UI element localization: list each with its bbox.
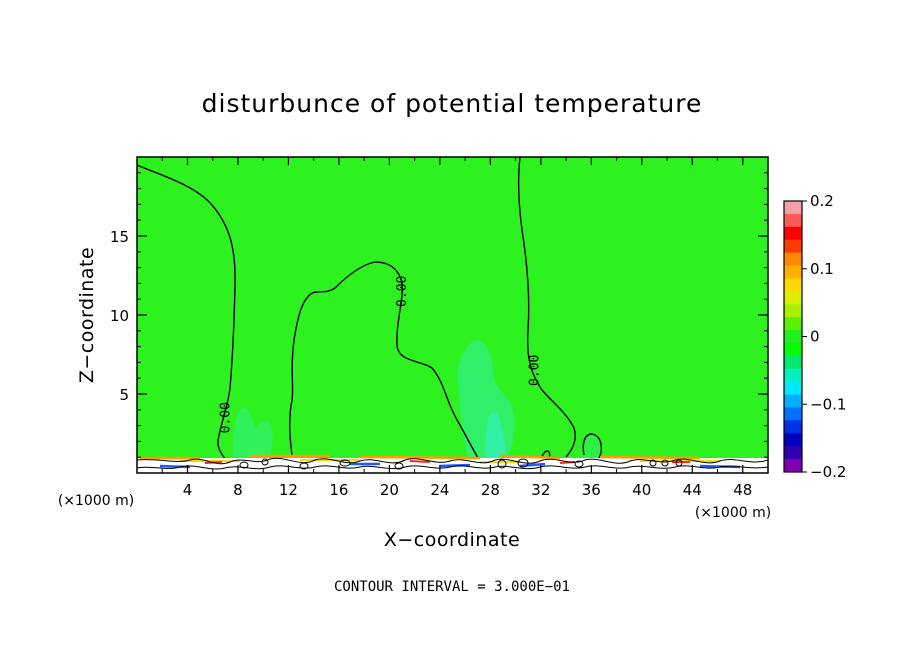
colorbar-segment: [784, 381, 802, 396]
cool-plume-left: [232, 407, 273, 462]
contour-central: [289, 261, 479, 459]
colorbar-segment: [784, 355, 802, 370]
x-tick-label: 24: [430, 481, 449, 499]
y-axis-label: Z−coordinate: [76, 247, 98, 383]
cool-plume-core: [485, 412, 507, 462]
colorbar-segment: [784, 278, 802, 292]
surface-orange-streak: [140, 454, 701, 460]
y-axis: 5 10 15: [110, 172, 768, 458]
colorbar-segment: [784, 407, 802, 421]
x-tick-label: 36: [582, 481, 601, 499]
chart-title: disturbunce of potential temperature: [202, 89, 703, 118]
x-axis: 4 8 12 16 20 24 28 32 36 40 44 48: [161, 157, 752, 499]
x-tick-label: 20: [380, 481, 399, 499]
colorbar-segment: [784, 265, 802, 279]
colorbar-segment: [784, 330, 802, 344]
colorbar-tick-label: −0.2: [810, 463, 846, 481]
contour-label: 0.00: [395, 276, 410, 307]
colorbar-segment: [784, 201, 802, 215]
contour-label: 0.00: [528, 355, 543, 386]
x-unit-label: (×1000 m): [695, 505, 771, 521]
x-tick-label: 32: [531, 481, 550, 499]
colorbar-segment: [784, 291, 802, 305]
colorbar-segment: [784, 239, 802, 254]
colorbar-tick-label: 0.2: [810, 192, 834, 210]
colorbar-tick-label: 0: [810, 328, 820, 346]
x-tick-label: 8: [233, 481, 243, 499]
x-tick-label: 12: [279, 481, 298, 499]
colorbar-segment: [784, 394, 802, 408]
y-tick-label: 15: [110, 228, 129, 246]
x-tick-label: 40: [632, 481, 651, 499]
contour-interval-note: CONTOUR INTERVAL = 3.000E−01: [334, 579, 570, 595]
colorbar-segment: [784, 368, 802, 383]
colorbar-segment: [784, 420, 802, 434]
x-axis-label: X−coordinate: [384, 529, 520, 551]
surface-blue-streak: [159, 462, 741, 469]
colorbar-segment: [784, 433, 802, 447]
contour-label: 0.00: [218, 402, 233, 433]
colorbar-segment: [784, 317, 802, 331]
x-tick-label: 48: [733, 481, 752, 499]
contour-labels: 0.00 0.00 0.00: [218, 276, 542, 434]
colorbar-segment: [784, 446, 802, 460]
colorbar-segment: [784, 252, 802, 267]
contour-left: [137, 164, 236, 461]
y-unit-label: (×1000 m): [58, 493, 134, 509]
contour-bubble-right: [582, 433, 603, 461]
contour-right: [517, 157, 576, 458]
colorbar-segment: [784, 459, 802, 473]
x-tick-label: 28: [481, 481, 500, 499]
colorbar-tick-label: 0.1: [810, 260, 834, 278]
surface-contours: [137, 457, 768, 470]
colorbar-tick-label: −0.1: [810, 395, 846, 413]
cool-plume-right: [581, 433, 603, 462]
surface-layer: [137, 454, 768, 473]
colorbar-segment: [784, 226, 802, 241]
x-tick-label: 44: [683, 481, 702, 499]
colorbar: 0.2 0.1 0 −0.1 −0.2: [783, 192, 846, 481]
colorbar-segment: [784, 213, 802, 228]
colorbar-segment: [784, 304, 802, 318]
x-tick-label: 4: [183, 481, 193, 499]
plot-field: [137, 157, 768, 473]
y-tick-label: 5: [119, 386, 129, 404]
x-tick-label: 16: [329, 481, 348, 499]
y-tick-label: 10: [110, 307, 129, 325]
colorbar-segment: [784, 342, 802, 357]
